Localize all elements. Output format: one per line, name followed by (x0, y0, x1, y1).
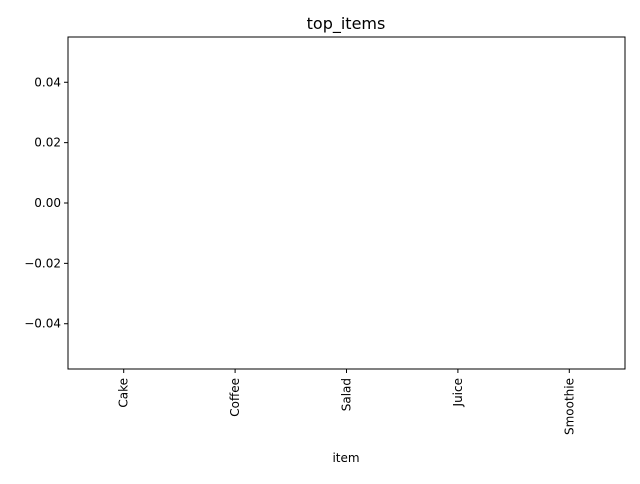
chart-title: top_items (307, 14, 386, 34)
y-tick-label: −0.04 (24, 317, 61, 331)
y-tick-label: 0.04 (34, 75, 61, 89)
x-tick-label: Smoothie (562, 378, 576, 435)
x-tick-label: Juice (451, 378, 465, 407)
y-tick-label: 0.02 (34, 136, 61, 150)
x-axis-label: item (332, 451, 359, 465)
x-tick-label: Cake (117, 378, 131, 408)
y-tick-label: −0.02 (24, 256, 61, 270)
y-tick-label: 0.00 (34, 196, 61, 210)
x-tick-label: Coffee (228, 378, 242, 417)
x-tick-label: Salad (340, 378, 354, 411)
